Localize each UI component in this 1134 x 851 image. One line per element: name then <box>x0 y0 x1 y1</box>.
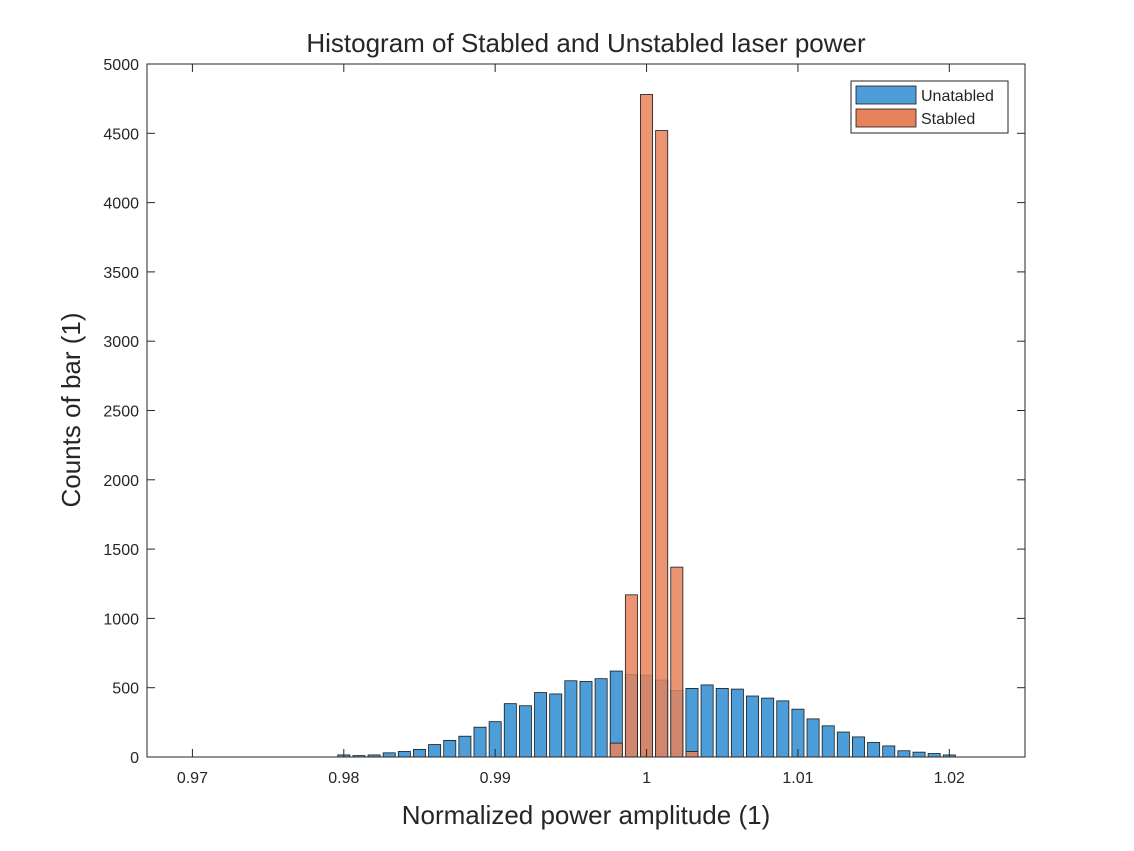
ticks-layer: 0.97 0.98 0.99 1 1.01 1.02 0 500 1000 1500 2000 250… <box>103 57 1025 787</box>
y-tick-label: 2000 <box>103 473 139 490</box>
histogram-bar <box>534 692 548 758</box>
y-tick-label: 1000 <box>103 611 139 628</box>
histogram-bar <box>579 681 593 758</box>
histogram-bar <box>518 705 532 758</box>
histogram-bar <box>458 735 472 758</box>
y-tick-label: 4000 <box>103 196 139 213</box>
legend-items: Unatabled Stabled <box>855 85 994 128</box>
x-tick-label: 1.02 <box>934 770 965 787</box>
legend-swatch <box>855 108 917 128</box>
histogram-bar <box>761 697 775 758</box>
histogram-bar <box>897 750 911 758</box>
histogram-bar <box>746 695 759 758</box>
legend-swatch <box>855 85 917 105</box>
histogram-bar <box>715 687 729 758</box>
histogram-bar <box>549 693 563 758</box>
histogram-bar <box>912 751 926 758</box>
chart-title: Histogram of Stabled and Unstabled laser… <box>306 28 866 58</box>
histogram-bar <box>382 752 396 758</box>
histogram-bar <box>700 684 714 758</box>
legend-entry[interactable]: Unatabled <box>855 85 994 105</box>
plot-area <box>147 64 1025 757</box>
histogram-bar <box>836 731 850 758</box>
legend-label: Stabled <box>921 111 975 128</box>
histogram-bar <box>609 742 623 758</box>
legend-label: Unatabled <box>921 88 994 105</box>
y-tick-label: 0 <box>130 750 139 767</box>
series-1 <box>337 670 956 758</box>
x-tick-label: 0.97 <box>177 770 208 787</box>
x-tick-label: 0.99 <box>480 770 511 787</box>
histogram-bar <box>564 680 578 758</box>
histogram-bar <box>428 744 442 758</box>
y-tick-label: 5000 <box>103 57 139 74</box>
x-axis-title: Normalized power amplitude (1) <box>402 800 770 830</box>
histogram-bar <box>640 94 654 758</box>
legend[interactable]: Unatabled Stabled <box>850 80 1009 134</box>
histogram-bar <box>927 753 941 758</box>
histogram-bar <box>882 745 896 758</box>
histogram-bar <box>685 751 699 758</box>
y-tick-label: 4500 <box>103 126 139 143</box>
y-tick-label: 1500 <box>103 542 139 559</box>
x-tick-label: 1 <box>642 770 651 787</box>
histogram-bar <box>776 700 790 758</box>
histogram-bar <box>852 736 865 758</box>
histogram-bar <box>730 688 744 758</box>
y-tick-label: 500 <box>112 681 139 698</box>
x-tick-label: 1.01 <box>782 770 813 787</box>
histogram-bar <box>473 726 487 758</box>
histogram-bar <box>821 725 835 758</box>
histogram-bar <box>867 742 881 758</box>
y-tick-label: 3000 <box>103 334 139 351</box>
histogram-bar <box>397 751 411 758</box>
histogram-bar <box>806 718 820 758</box>
histogram-bar <box>443 739 457 758</box>
histogram-bar <box>685 687 699 758</box>
histogram-bar <box>594 678 608 758</box>
y-tick-label: 2500 <box>103 404 139 421</box>
histogram-bar <box>503 703 517 758</box>
histogram-bar <box>670 566 684 758</box>
y-axis-title: Counts of bar (1) <box>56 312 86 507</box>
histogram-bar <box>655 130 669 758</box>
histogram-bar <box>624 594 638 758</box>
legend-entry[interactable]: Stabled <box>855 108 975 128</box>
histogram-bar <box>413 748 426 758</box>
x-tick-label: 0.98 <box>328 770 359 787</box>
y-tick-label: 3500 <box>103 265 139 282</box>
